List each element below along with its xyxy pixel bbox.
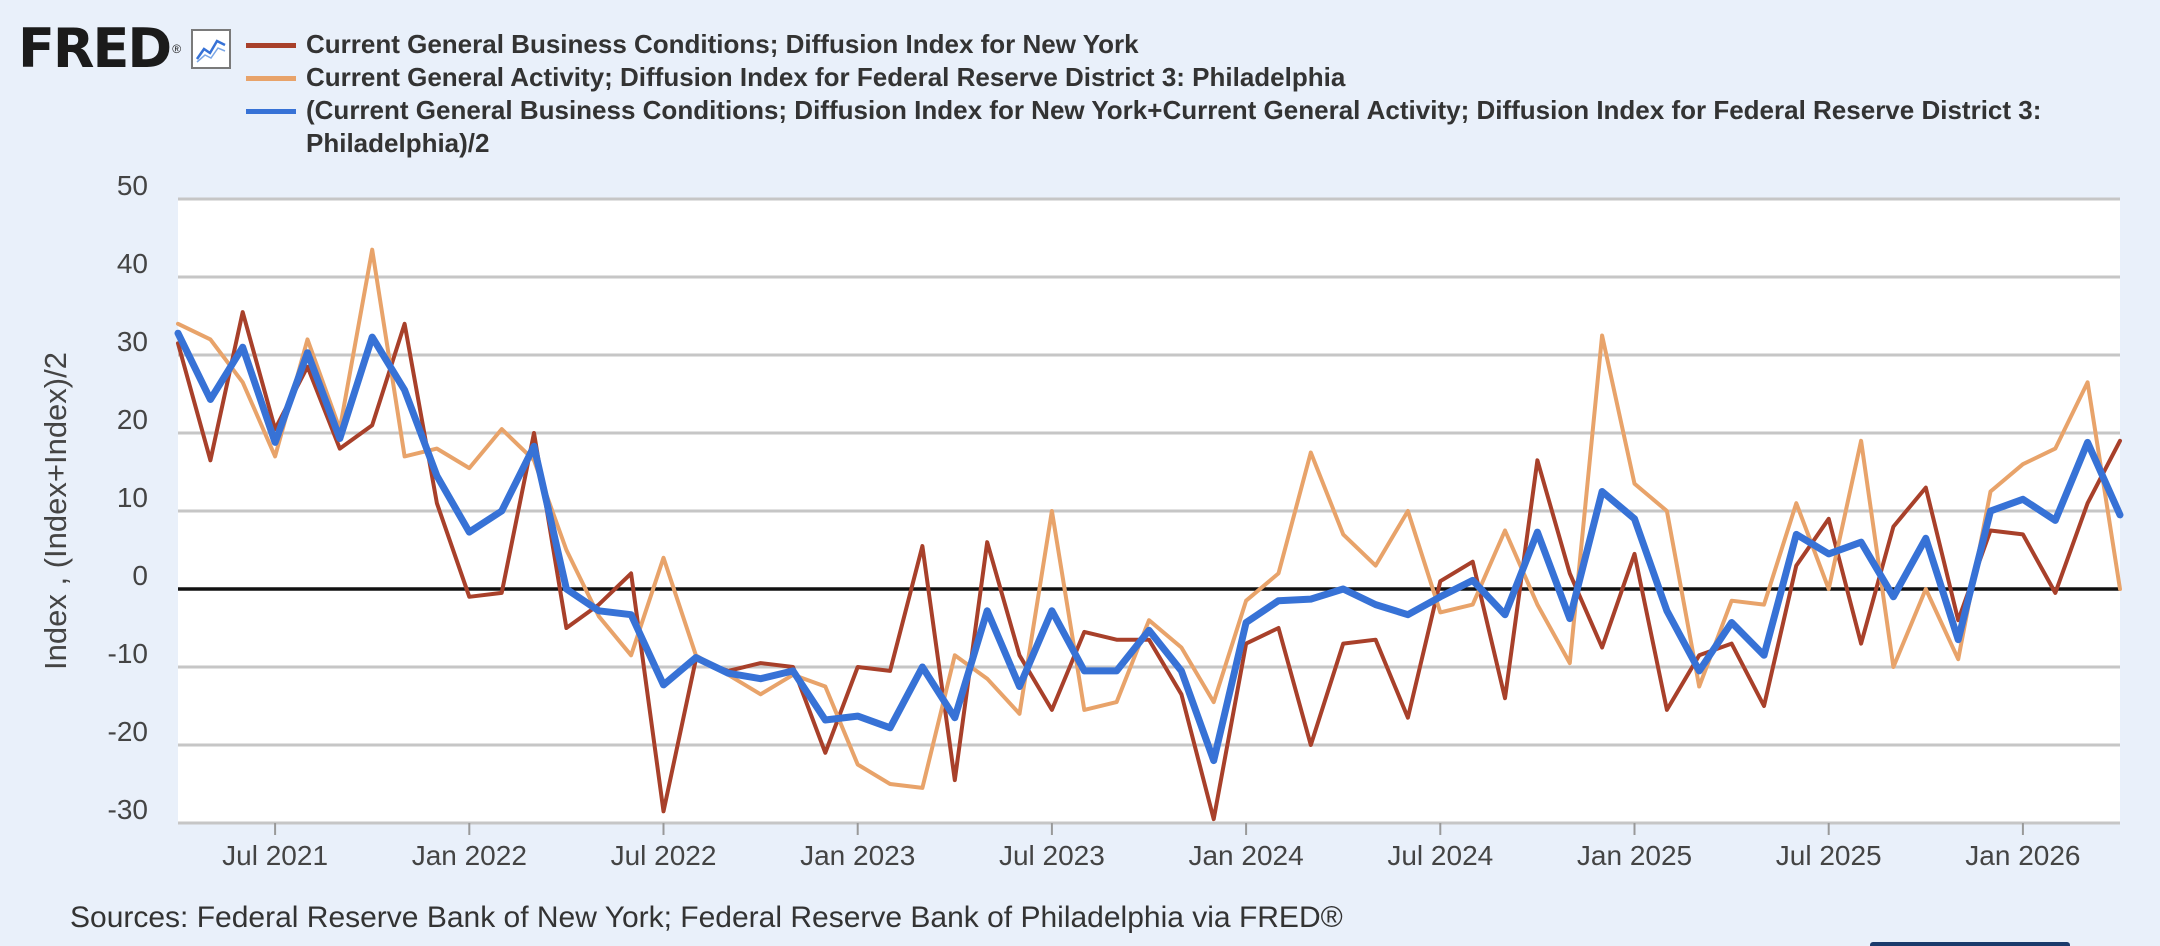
y-tick-label: 50	[117, 170, 148, 201]
x-tick-label: Jul 2021	[222, 840, 328, 871]
series-line-3	[174, 329, 2124, 765]
x-tick-label: Jul 2022	[611, 840, 717, 871]
y-tick-label: -30	[108, 794, 148, 825]
x-tick-label: Jan 2022	[412, 840, 527, 871]
x-tick-label: Jan 2023	[800, 840, 915, 871]
legend-item-3: (Current General Business Conditions; Di…	[246, 94, 2086, 160]
chart-legend: Current General Business Conditions; Dif…	[246, 28, 2086, 160]
x-tick-label: Jul 2023	[999, 840, 1105, 871]
x-tick-label: Jul 2024	[1387, 840, 1493, 871]
x-tick-label: Jan 2026	[1965, 840, 2080, 871]
legend-swatch-3	[246, 109, 296, 114]
legend-label-2: Current General Activity; Diffusion Inde…	[306, 62, 1346, 92]
y-axis-label: Index , (Index+Index)/2	[38, 352, 73, 670]
corner-tab	[1870, 942, 2070, 946]
registered-mark: ®	[172, 42, 182, 56]
legend-item-2: Current General Activity; Diffusion Inde…	[246, 61, 2086, 94]
x-tick-label: Jan 2024	[1188, 840, 1303, 871]
legend-label-3: (Current General Business Conditions; Di…	[306, 95, 2042, 158]
source-note: Sources: Federal Reserve Bank of New Yor…	[70, 901, 1343, 934]
y-tick-label: 0	[132, 560, 148, 591]
y-tick-label: 20	[117, 404, 148, 435]
x-tick-label: Jul 2025	[1776, 840, 1882, 871]
x-tick-label: Jan 2025	[1577, 840, 1692, 871]
legend-label-1: Current General Business Conditions; Dif…	[306, 29, 1139, 59]
legend-item-1: Current General Business Conditions; Dif…	[246, 28, 2086, 61]
y-tick-label: 10	[117, 482, 148, 513]
legend-swatch-2	[246, 76, 296, 81]
series-line-2	[176, 247, 2122, 790]
series-line-1	[176, 310, 2122, 822]
y-tick-label: -10	[108, 638, 148, 669]
legend-swatch-1	[246, 43, 296, 48]
y-tick-label: 40	[117, 248, 148, 279]
line-chart-icon	[191, 29, 232, 69]
fred-logo[interactable]: FRED ®	[18, 17, 232, 80]
fred-logo-text: FRED	[18, 17, 172, 80]
y-tick-label: -20	[108, 716, 148, 747]
y-tick-label: 30	[117, 326, 148, 357]
